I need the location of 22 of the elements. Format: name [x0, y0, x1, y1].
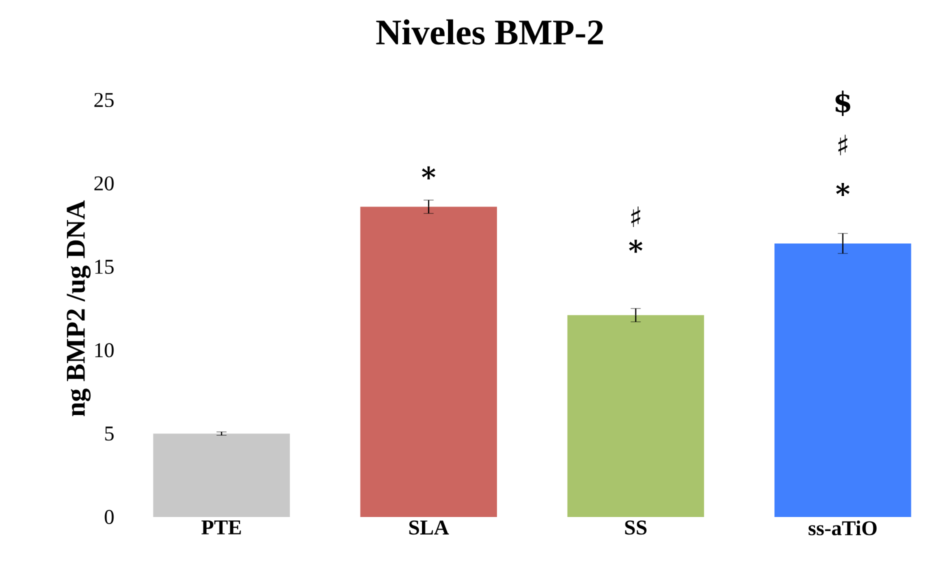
annotation: $	[836, 90, 850, 116]
y-tick-label: 0	[104, 510, 114, 524]
y-axis-title: ng BMP2 /ug DNA	[66, 200, 91, 416]
annotation: *	[422, 166, 436, 180]
annotation: *	[629, 240, 642, 253]
annotation: ♯	[631, 206, 640, 227]
y-tick-label: 15	[95, 260, 114, 274]
x-tick-label: ss-aTiO	[808, 520, 877, 536]
bar	[774, 243, 912, 517]
chart-title: Niveles BMP-2	[376, 19, 603, 45]
x-tick-label: SS	[625, 520, 647, 535]
annotation: ♯	[838, 134, 848, 156]
y-tick-label: 5	[105, 426, 114, 441]
bar	[567, 315, 704, 517]
x-tick-label: SLA	[409, 520, 449, 535]
x-tick-label: PTE	[201, 520, 241, 534]
bar	[153, 434, 290, 517]
y-tick-label: 20	[94, 176, 114, 190]
bar	[360, 206, 497, 517]
annotation: *	[836, 183, 850, 196]
y-tick-label: 25	[94, 92, 114, 108]
y-tick-label: 10	[95, 343, 114, 358]
